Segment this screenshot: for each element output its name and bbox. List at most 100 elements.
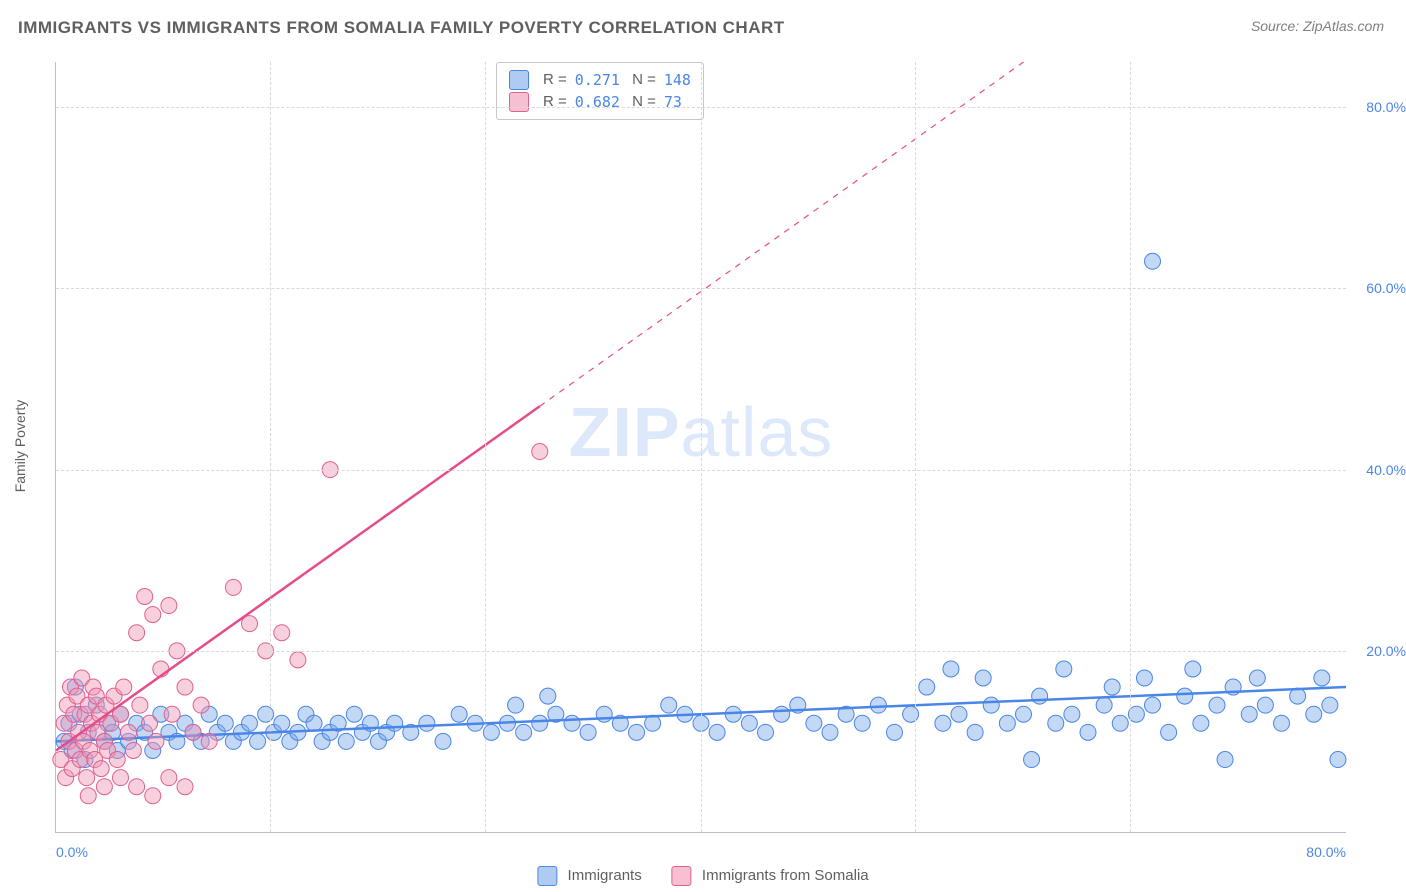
scatter-point (1080, 724, 1096, 740)
scatter-point (1032, 688, 1048, 704)
y-tick-label: 40.0% (1351, 462, 1406, 478)
scatter-point (387, 715, 403, 731)
swatch-blue-icon (537, 866, 557, 886)
scatter-point (741, 715, 757, 731)
scatter-point (132, 697, 148, 713)
scatter-point (177, 779, 193, 795)
scatter-point (596, 706, 612, 722)
scatter-point (887, 724, 903, 740)
scatter-point (1249, 670, 1265, 686)
legend-bottom: Immigrants Immigrants from Somalia (537, 866, 868, 886)
legend-item-immigrants: Immigrants (537, 866, 641, 886)
scatter-point (822, 724, 838, 740)
scatter-point (161, 598, 177, 614)
scatter-point (109, 752, 125, 768)
scatter-point (419, 715, 435, 731)
scatter-point (1145, 697, 1161, 713)
x-tick-label: 0.0% (56, 844, 88, 860)
n-value-blue: 148 (664, 69, 691, 91)
scatter-point (161, 770, 177, 786)
legend-item-somalia: Immigrants from Somalia (672, 866, 869, 886)
scatter-point (451, 706, 467, 722)
plot-area: ZIPatlas R = 0.271 N = 148 R = 0.682 N =… (55, 62, 1346, 833)
scatter-point (164, 706, 180, 722)
scatter-point (79, 770, 95, 786)
scatter-point (854, 715, 870, 731)
scatter-point (1096, 697, 1112, 713)
scatter-point (185, 724, 201, 740)
scatter-point (1314, 670, 1330, 686)
scatter-point (975, 670, 991, 686)
scatter-point (250, 733, 266, 749)
scatter-point (532, 715, 548, 731)
scatter-point (96, 779, 112, 795)
scatter-point (125, 742, 141, 758)
scatter-point (1112, 715, 1128, 731)
scatter-point (580, 724, 596, 740)
scatter-point (758, 724, 774, 740)
r-value-blue: 0.271 (575, 69, 620, 91)
scatter-point (142, 715, 158, 731)
scatter-point (113, 770, 129, 786)
scatter-point (935, 715, 951, 731)
scatter-point (1257, 697, 1273, 713)
scatter-point (80, 788, 96, 804)
scatter-point (137, 588, 153, 604)
scatter-point (661, 697, 677, 713)
scatter-point (145, 607, 161, 623)
scatter-point (1306, 706, 1322, 722)
scatter-point (564, 715, 580, 731)
correlation-legend: R = 0.271 N = 148 R = 0.682 N = 73 (496, 62, 704, 120)
x-tick-label: 80.0% (1306, 844, 1346, 860)
scatter-point (1185, 661, 1201, 677)
scatter-point (532, 444, 548, 460)
scatter-point (870, 697, 886, 713)
scatter-point (540, 688, 556, 704)
scatter-point (1217, 752, 1233, 768)
scatter-point (121, 724, 137, 740)
scatter-point (145, 788, 161, 804)
scatter-point (435, 733, 451, 749)
scatter-point (1322, 697, 1338, 713)
scatter-point (129, 625, 145, 641)
chart-title: IMMIGRANTS VS IMMIGRANTS FROM SOMALIA FA… (18, 18, 785, 38)
scatter-point (629, 724, 645, 740)
scatter-point (774, 706, 790, 722)
scatter-point (1209, 697, 1225, 713)
y-tick-label: 60.0% (1351, 280, 1406, 296)
scatter-point (1104, 679, 1120, 695)
scatter-point (1177, 688, 1193, 704)
n-value-pink: 73 (664, 91, 682, 113)
scatter-point (1136, 670, 1152, 686)
y-tick-label: 80.0% (1351, 99, 1406, 115)
scatter-point (274, 625, 290, 641)
scatter-point (951, 706, 967, 722)
scatter-point (1048, 715, 1064, 731)
scatter-point (201, 733, 217, 749)
scatter-point (943, 661, 959, 677)
scatter-point (217, 715, 233, 731)
scatter-point (1064, 706, 1080, 722)
scatter-point (129, 779, 145, 795)
scatter-point (306, 715, 322, 731)
scatter-point (919, 679, 935, 695)
r-value-pink: 0.682 (575, 91, 620, 113)
y-tick-label: 20.0% (1351, 643, 1406, 659)
scatter-point (274, 715, 290, 731)
regression-line (56, 406, 540, 750)
scatter-point (1274, 715, 1290, 731)
scatter-point (1024, 752, 1040, 768)
scatter-point (93, 761, 109, 777)
swatch-pink-icon (672, 866, 692, 886)
y-axis-label: Family Poverty (12, 400, 28, 493)
scatter-point (806, 715, 822, 731)
scatter-point (338, 733, 354, 749)
scatter-point (516, 724, 532, 740)
scatter-point (177, 679, 193, 695)
scatter-point (999, 715, 1015, 731)
scatter-point (225, 579, 241, 595)
scatter-point (983, 697, 999, 713)
scatter-point (1016, 706, 1032, 722)
scatter-point (967, 724, 983, 740)
scatter-point (290, 652, 306, 668)
